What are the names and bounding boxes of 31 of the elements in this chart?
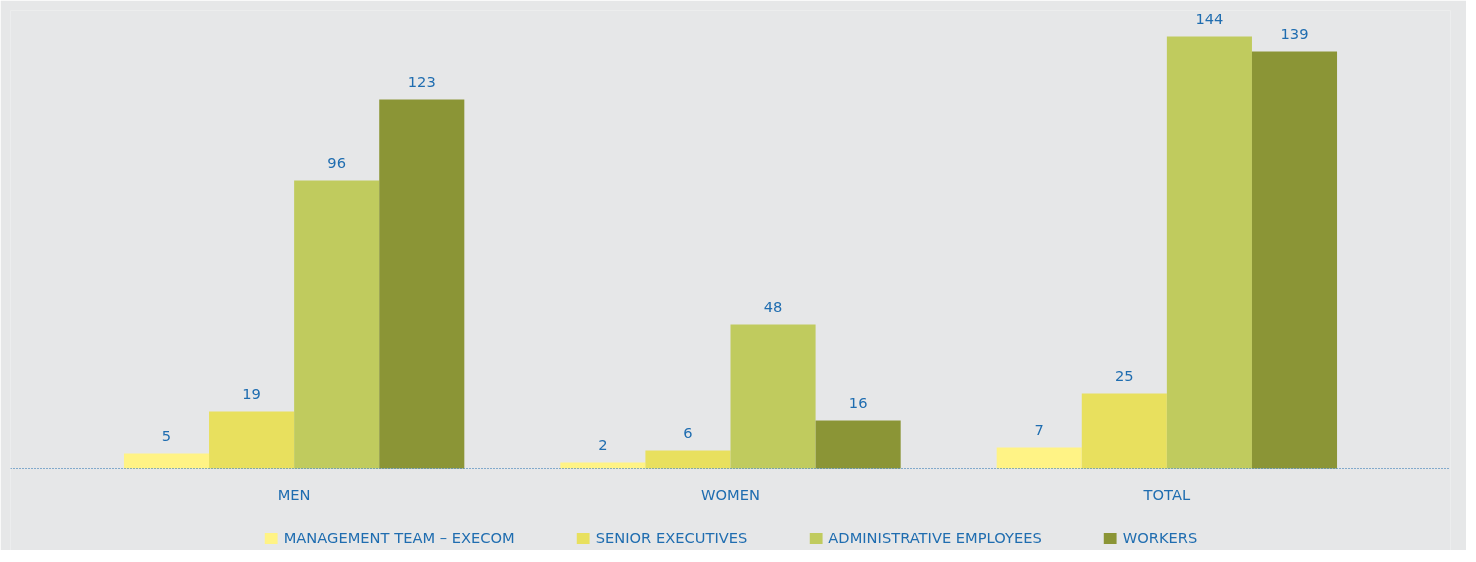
legend-label: WORKERS: [1122, 529, 1198, 546]
data-label: 25: [1114, 367, 1134, 385]
bar: [123, 453, 210, 469]
bar: [1166, 36, 1252, 469]
data-label: 7: [1034, 421, 1044, 439]
bar: [730, 324, 816, 469]
bar: [379, 99, 465, 469]
data-label: 144: [1195, 10, 1224, 28]
data-label: 48: [763, 298, 783, 316]
data-label: 96: [327, 154, 347, 172]
data-label: 19: [242, 385, 261, 403]
bar: [1251, 51, 1338, 469]
bar: [996, 447, 1082, 469]
legend-label: ADMINISTRATIVE EMPLOYEES: [828, 529, 1042, 546]
legend-label: SENIOR EXECUTIVES: [595, 529, 748, 546]
bar: [294, 180, 380, 469]
x-tick-label: TOTAL: [1142, 486, 1191, 504]
bar: [209, 411, 295, 469]
x-tick-label: MEN: [277, 486, 311, 504]
data-label: 5: [161, 427, 172, 445]
data-label: 2: [598, 436, 608, 454]
bar: [560, 462, 646, 469]
bar: [815, 420, 901, 469]
data-label: 123: [407, 73, 436, 91]
bar: [1081, 393, 1167, 469]
data-label: 16: [848, 394, 868, 412]
x-tick-label: WOMEN: [701, 486, 760, 504]
bar: [645, 450, 731, 469]
data-label: 139: [1280, 25, 1309, 43]
legend-label: MANAGEMENT TEAM – EXECOM: [283, 529, 515, 546]
data-label: 6: [683, 424, 693, 442]
